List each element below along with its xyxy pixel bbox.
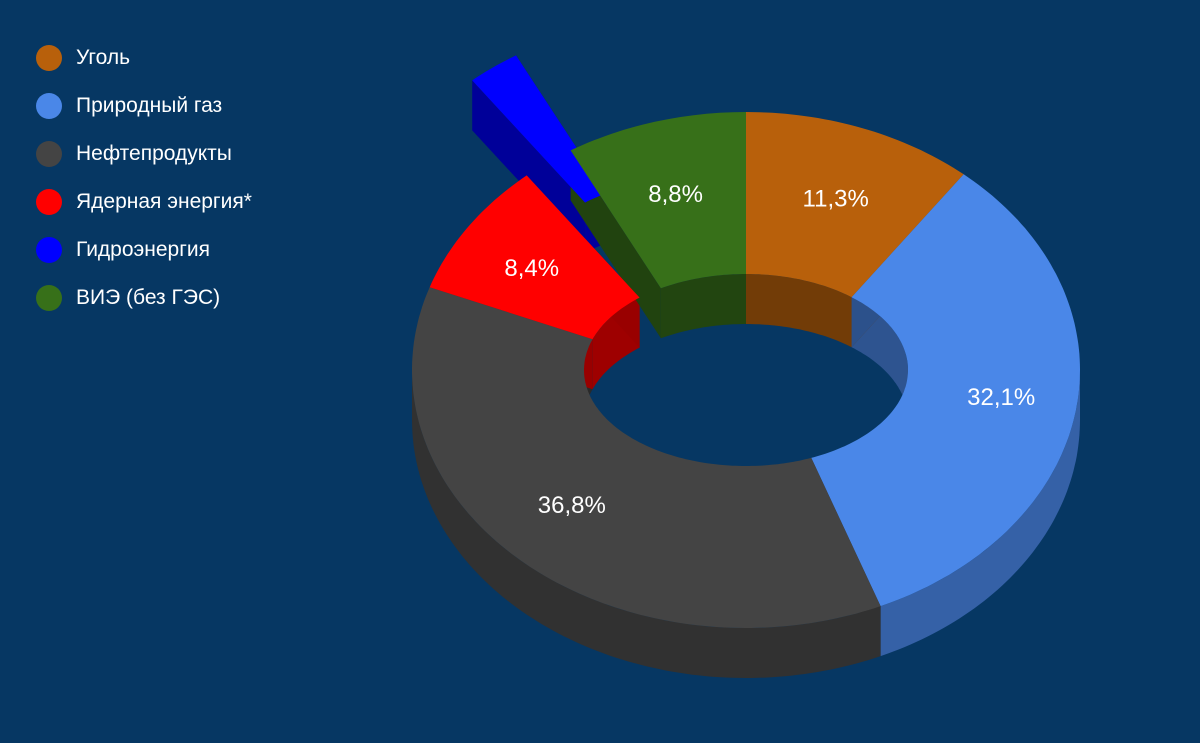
slice-oil-products [412, 287, 881, 628]
slice-nuclear [429, 175, 640, 340]
legend-swatch-hydro [36, 237, 62, 263]
legend-swatch-coal [36, 45, 62, 71]
legend-item-coal: Уголь [36, 34, 252, 82]
slice-label-natural-gas: 32,1% [967, 384, 1035, 411]
slice-hydro [472, 55, 607, 203]
legend-item-hydro: Гидроэнергия [36, 226, 252, 274]
legend-swatch-natural-gas [36, 93, 62, 119]
slice-renewables [570, 112, 746, 289]
legend-swatch-oil-products [36, 141, 62, 167]
slice-label-nuclear: 8,4% [504, 255, 559, 282]
legend-label-natural-gas: Природный газ [76, 94, 223, 117]
legend-label-nuclear: Ядерная энергия* [76, 190, 252, 213]
chart-legend: Уголь Природный газ Нефтепродукты Ядерна… [36, 34, 252, 322]
slice-side-outer-oil-products [412, 370, 881, 678]
legend-swatch-nuclear [36, 189, 62, 215]
slice-natural-gas [811, 174, 1080, 607]
legend-label-renewables: ВИЭ (без ГЭС) [76, 286, 221, 309]
slice-label-coal: 11,3% [803, 185, 869, 212]
slice-side-outer-natural-gas [880, 370, 1080, 657]
legend-swatch-renewables [36, 285, 62, 311]
slice-side-inner-coal [746, 274, 852, 348]
legend-item-natural-gas: Природный газ [36, 82, 252, 130]
legend-item-renewables: ВИЭ (без ГЭС) [36, 274, 252, 322]
slice-label-renewables: 8,8% [648, 181, 703, 208]
legend-label-coal: Уголь [76, 46, 131, 69]
legend-label-oil-products: Нефтепродукты [76, 142, 232, 165]
slice-label-oil-products: 36,8% [538, 492, 606, 519]
legend-item-oil-products: Нефтепродукты [36, 130, 252, 178]
slice-coal [746, 112, 964, 298]
slice-side-inner-renewables-b [660, 274, 746, 339]
legend-item-nuclear: Ядерная энергия* [36, 178, 252, 226]
legend-label-hydro: Гидроэнергия [76, 238, 210, 261]
